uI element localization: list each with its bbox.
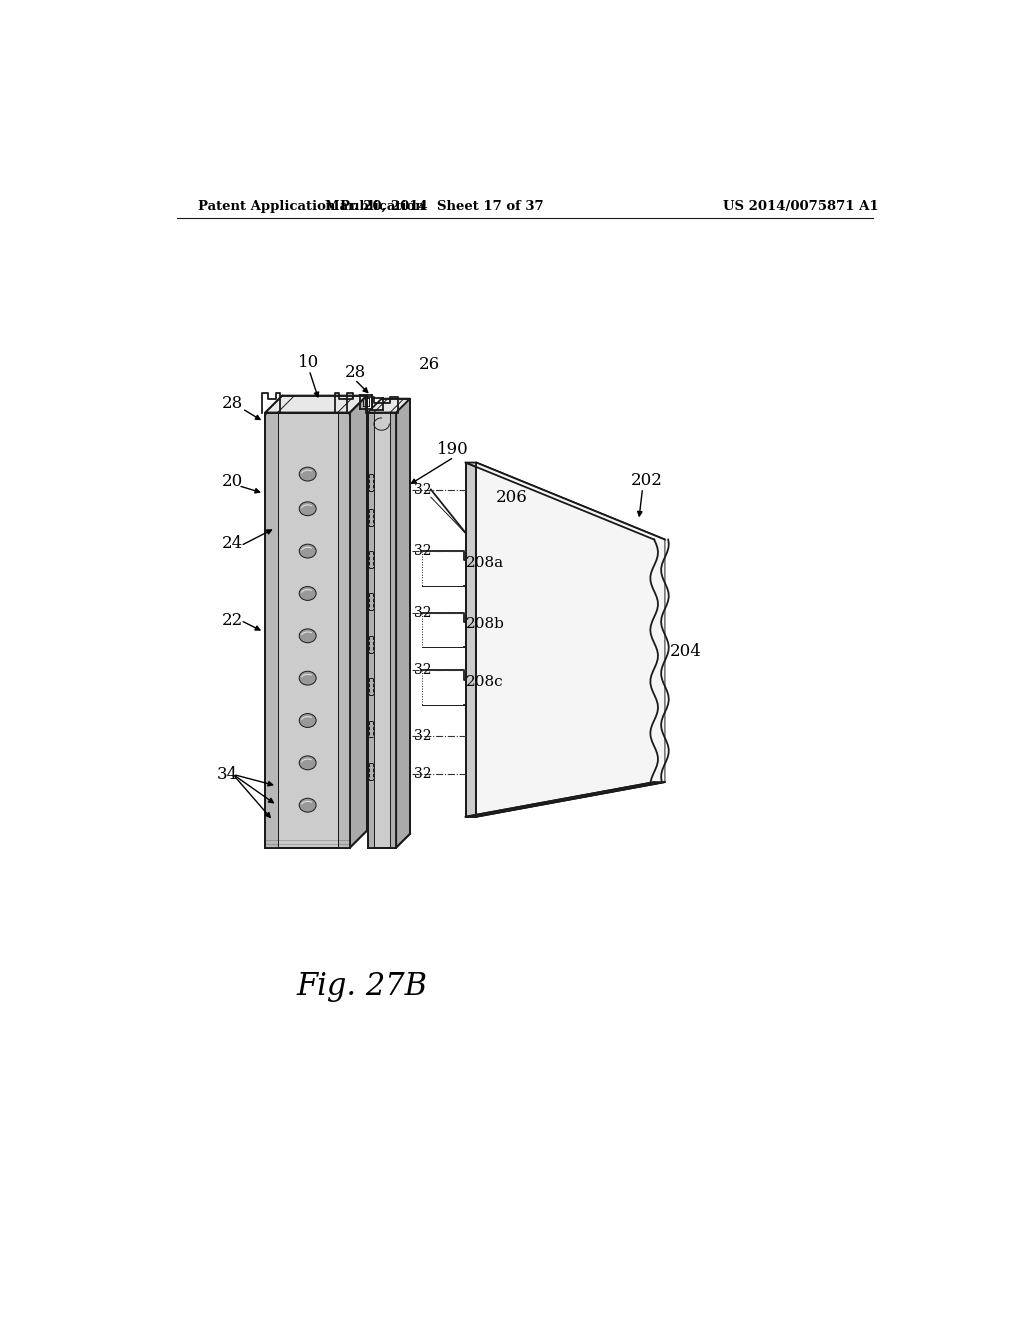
Ellipse shape — [299, 544, 316, 558]
Ellipse shape — [299, 467, 316, 480]
Text: 206: 206 — [497, 488, 528, 506]
Text: 32: 32 — [414, 606, 431, 619]
Text: 20: 20 — [221, 474, 243, 490]
Text: 32: 32 — [414, 664, 431, 677]
Text: 32: 32 — [414, 729, 431, 743]
Text: 32: 32 — [414, 544, 431, 558]
Text: 190: 190 — [437, 441, 469, 458]
Polygon shape — [466, 781, 665, 817]
Text: US 2014/0075871 A1: US 2014/0075871 A1 — [723, 199, 879, 213]
Polygon shape — [396, 399, 410, 847]
Polygon shape — [350, 396, 367, 847]
Text: Fig. 27B: Fig. 27B — [296, 970, 427, 1002]
Polygon shape — [338, 412, 350, 847]
Polygon shape — [466, 462, 476, 817]
Polygon shape — [466, 462, 665, 540]
Ellipse shape — [299, 672, 316, 685]
Ellipse shape — [299, 799, 316, 812]
Ellipse shape — [299, 714, 316, 727]
Polygon shape — [368, 412, 396, 847]
Text: Mar. 20, 2014  Sheet 17 of 37: Mar. 20, 2014 Sheet 17 of 37 — [326, 199, 544, 213]
Text: 10: 10 — [298, 354, 319, 371]
Text: 32: 32 — [414, 483, 431, 496]
Text: 32: 32 — [414, 767, 431, 781]
Text: 28: 28 — [221, 395, 243, 412]
Polygon shape — [265, 412, 350, 847]
Text: 24: 24 — [221, 535, 243, 552]
Polygon shape — [265, 396, 367, 412]
Polygon shape — [265, 412, 278, 847]
Polygon shape — [390, 412, 396, 847]
Text: 28: 28 — [345, 364, 366, 381]
Text: 22: 22 — [221, 612, 243, 628]
Polygon shape — [368, 399, 410, 412]
Ellipse shape — [299, 756, 316, 770]
Polygon shape — [368, 412, 374, 847]
Text: 202: 202 — [631, 471, 663, 488]
Ellipse shape — [299, 628, 316, 643]
Text: 208a: 208a — [466, 556, 504, 570]
Text: 208b: 208b — [466, 618, 505, 631]
Text: 208c: 208c — [466, 675, 503, 689]
Text: 34: 34 — [217, 766, 238, 783]
Text: 26: 26 — [419, 356, 440, 374]
Polygon shape — [476, 462, 665, 817]
Ellipse shape — [299, 586, 316, 601]
Ellipse shape — [299, 502, 316, 516]
Text: 204: 204 — [670, 643, 701, 660]
Text: Patent Application Publication: Patent Application Publication — [199, 199, 425, 213]
